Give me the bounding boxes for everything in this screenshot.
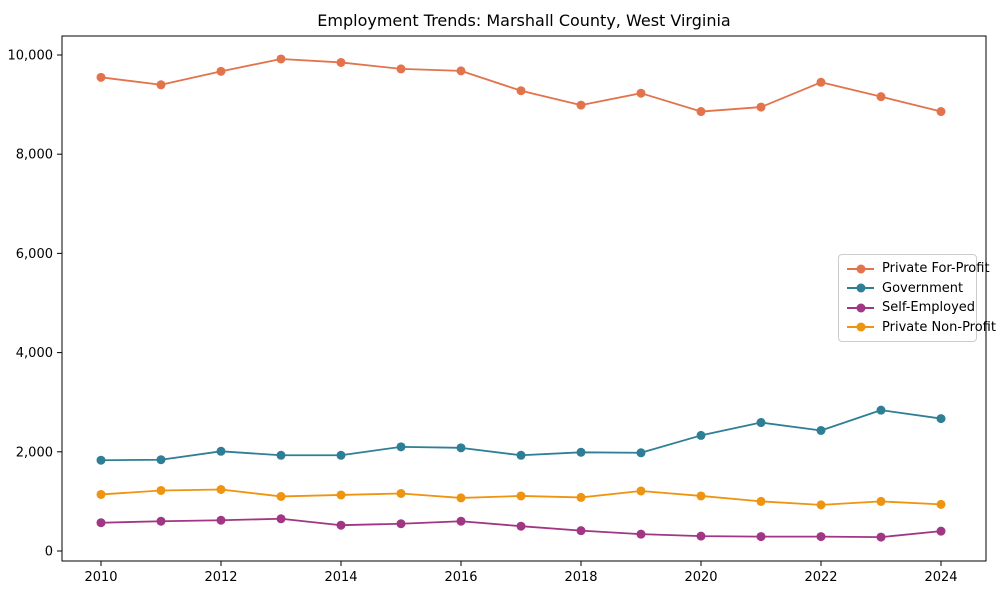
data-point-marker [576,100,586,110]
series-line [100,58,942,113]
data-point-marker [696,430,706,440]
x-tick-label: 2010 [84,570,117,585]
data-point-marker [276,514,286,524]
line-dot-marker-icon [847,267,874,270]
data-point-marker [216,446,226,456]
data-point-marker [276,450,286,460]
data-point-marker [216,515,226,525]
data-point-marker [96,489,106,499]
legend-label: Self-Employed [882,300,976,316]
data-point-marker [936,499,946,509]
data-point-marker [576,492,586,502]
line-dot-marker-icon [847,306,874,309]
data-point-marker [636,88,646,98]
y-tick-label: 8,000 [16,148,53,163]
data-point-marker [816,500,826,510]
data-point-marker [816,77,826,87]
data-point-marker [456,516,466,526]
x-tick-label: 2020 [684,570,717,585]
y-tick-label: 10,000 [8,49,54,64]
x-tick-label: 2014 [324,570,357,585]
data-point-marker [936,414,946,424]
series-government [96,405,946,465]
data-point-marker [396,442,406,452]
data-point-marker [156,516,166,526]
data-point-marker [276,54,286,64]
data-point-marker [456,493,466,503]
data-point-marker [696,491,706,501]
legend-item-government: Government [847,279,968,299]
legend-label: Private For-Profit [882,261,990,277]
y-tick-label: 0 [45,545,53,560]
data-point-marker [456,66,466,76]
data-point-marker [876,532,886,542]
series-private-for-profit [96,54,946,117]
data-point-marker [756,418,766,428]
data-point-marker [396,64,406,74]
data-point-marker [516,521,526,531]
y-axis: 0 2,000 4,000 6,000 8,000 10,000 [8,49,62,560]
legend-label: Government [882,280,964,296]
data-point-marker [816,425,826,435]
data-point-marker [876,92,886,102]
data-point-marker [516,86,526,96]
data-point-marker [96,518,106,528]
series-private-non-profit [96,484,946,510]
data-point-marker [516,450,526,460]
data-point-marker [756,532,766,542]
data-point-marker [96,455,106,465]
data-point-marker [636,529,646,539]
y-tick-label: 6,000 [16,247,53,262]
data-point-marker [576,526,586,536]
data-point-marker [696,531,706,541]
data-point-marker [156,485,166,495]
data-point-marker [336,57,346,67]
data-point-marker [576,447,586,457]
data-point-marker [336,490,346,500]
data-point-marker [876,496,886,506]
x-tick-label: 2018 [564,570,597,585]
data-point-marker [636,448,646,458]
data-point-marker [336,520,346,530]
y-tick-label: 2,000 [16,445,53,460]
data-point-marker [936,526,946,536]
data-point-marker [216,66,226,76]
y-tick-label: 4,000 [16,346,53,361]
series-self-employed [96,514,946,542]
data-point-marker [336,450,346,460]
data-point-marker [936,107,946,117]
x-tick-label: 2012 [204,570,237,585]
legend: Private For-Profit Government Self-Emplo… [838,254,996,342]
data-point-marker [756,496,766,506]
data-point-marker [756,102,766,112]
data-point-marker [876,405,886,415]
data-point-marker [276,491,286,501]
legend-item-private-for-profit: Private For-Profit [847,259,990,279]
data-point-marker [696,107,706,117]
legend-label: Private Non-Profit [882,319,996,335]
line-dot-marker-icon [847,326,874,329]
data-point-marker [156,80,166,90]
legend-item-private-non-profit: Private Non-Profit [847,318,996,338]
chart-title: Employment Trends: Marshall County, West… [317,11,731,30]
data-point-marker [156,455,166,465]
x-tick-label: 2016 [444,570,477,585]
data-point-marker [456,443,466,453]
data-point-marker [816,532,826,542]
axes-box [61,35,987,562]
x-axis: 2010 2012 2014 2016 2018 2020 2022 2024 [84,561,958,585]
data-point-marker [516,491,526,501]
x-tick-label: 2022 [804,570,837,585]
data-point-marker [216,484,226,494]
data-point-marker [396,519,406,529]
line-dot-marker-icon [847,287,874,290]
legend-item-self-employed: Self-Employed [847,298,975,318]
data-point-marker [396,488,406,498]
data-point-marker [96,72,106,82]
data-point-marker [636,486,646,496]
x-tick-label: 2024 [924,570,957,585]
